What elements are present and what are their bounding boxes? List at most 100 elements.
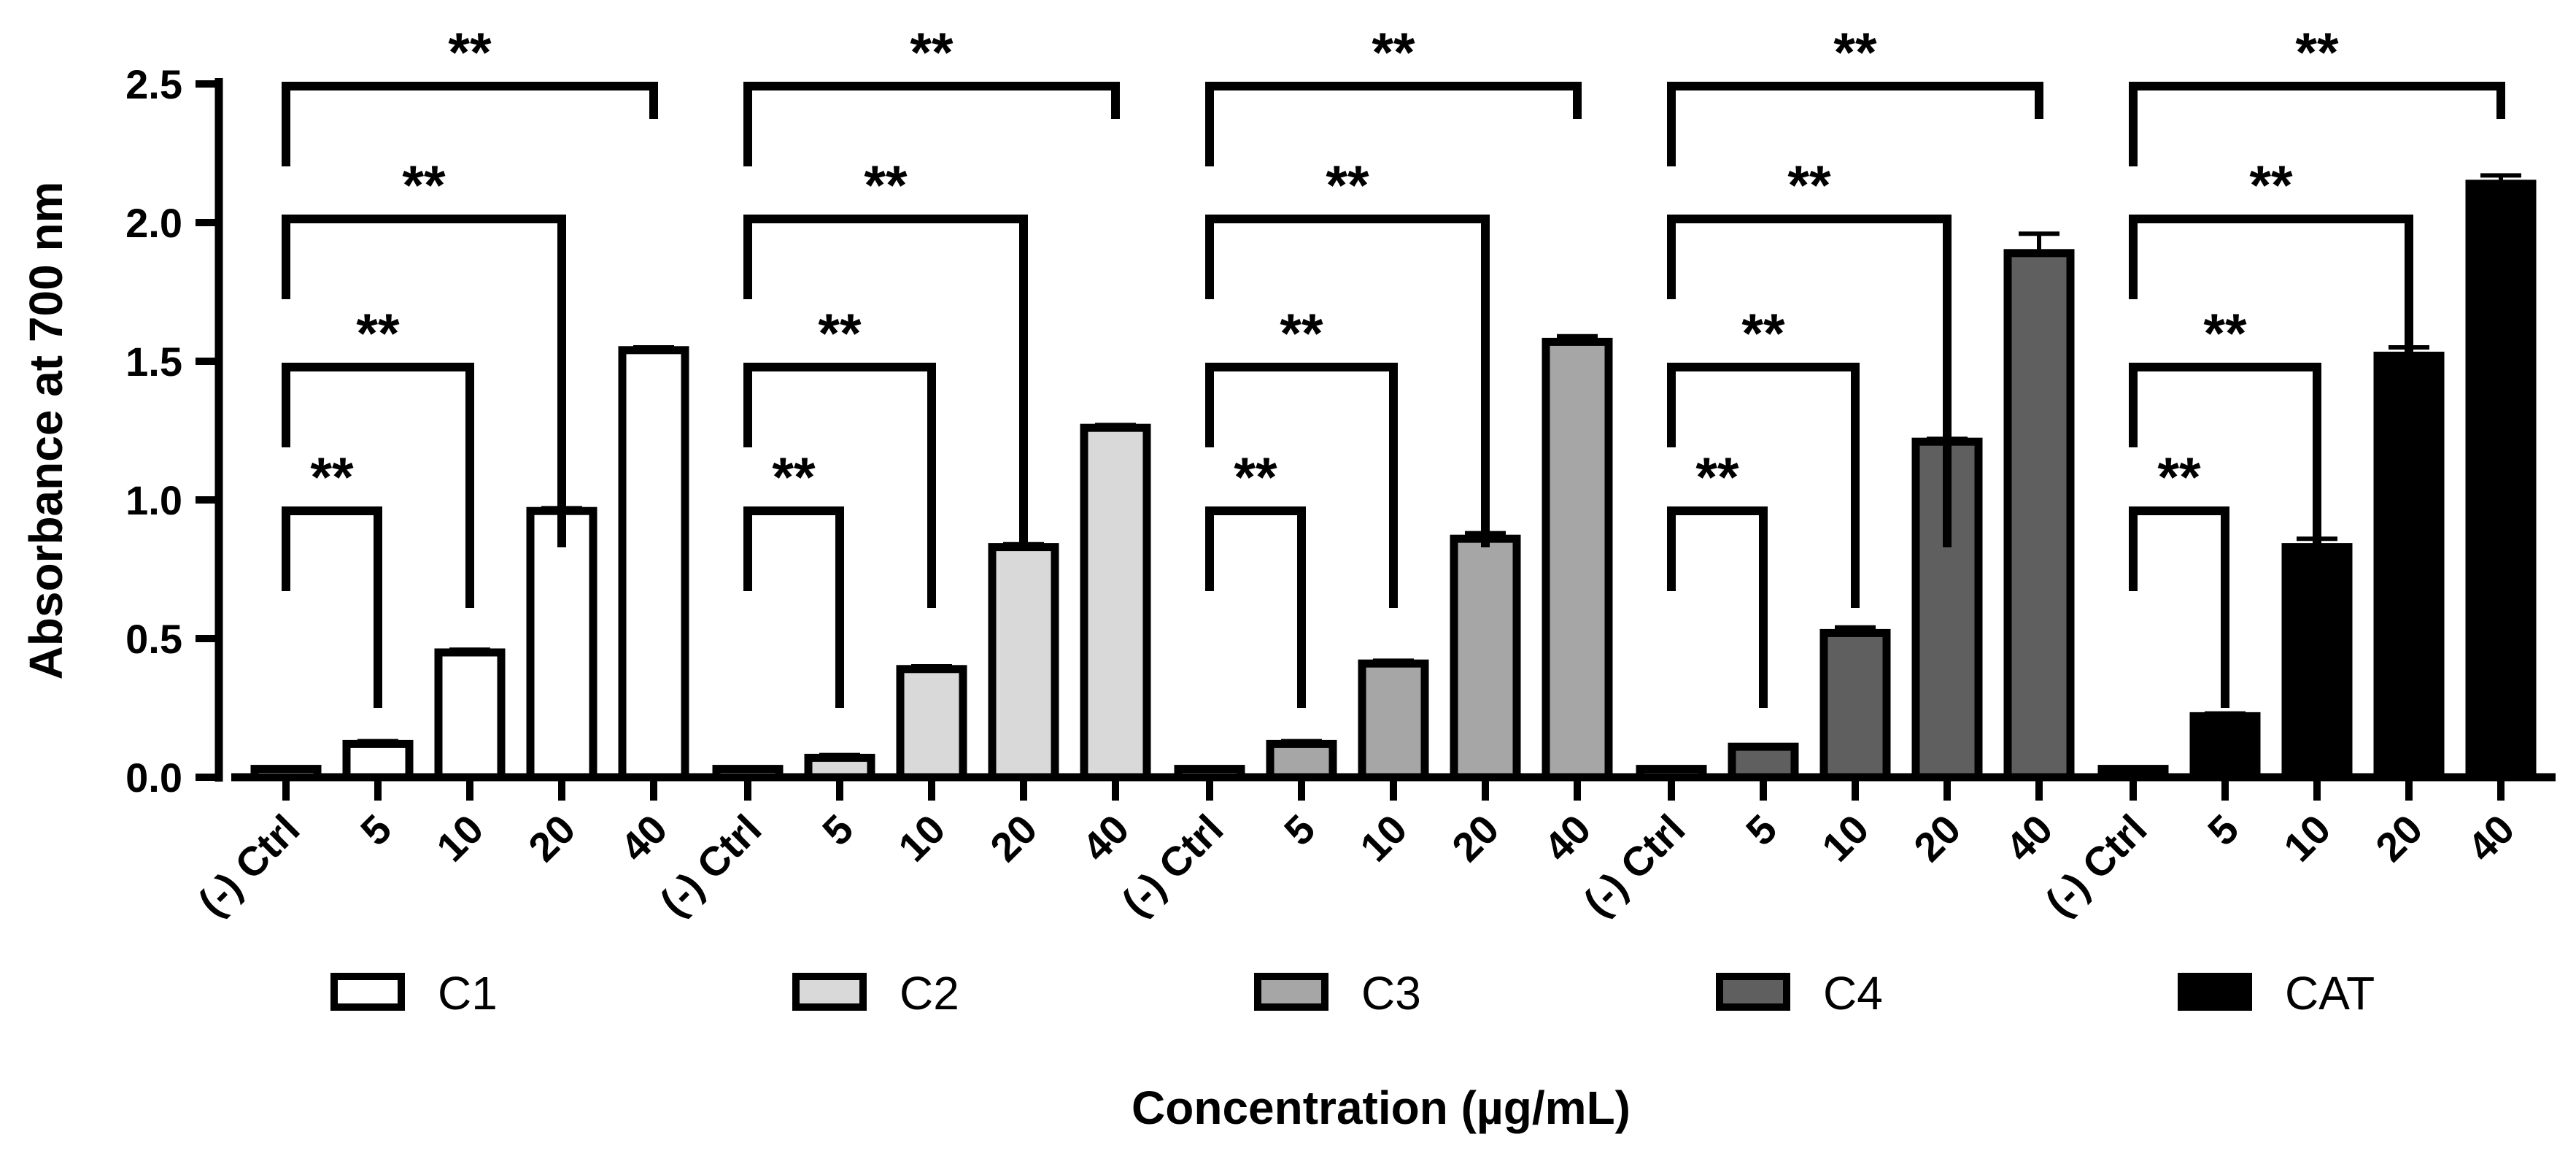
significance-label: ** <box>1741 303 1785 365</box>
bar-c1-4 <box>618 346 689 782</box>
category-label: 5 <box>2199 806 2248 855</box>
significance-label: ** <box>2157 447 2201 509</box>
category-label: 5 <box>352 806 401 855</box>
category-label: 20 <box>1443 806 1508 871</box>
bar-cat-0 <box>2097 765 2169 782</box>
bar-c3-2 <box>1358 659 1429 782</box>
bar-c3-4 <box>1542 337 1613 782</box>
bar-c1-2 <box>434 648 506 782</box>
legend-label-cat: CAT <box>2285 967 2375 1020</box>
category-label: 10 <box>2275 806 2340 871</box>
significance-label: ** <box>356 303 400 365</box>
bar-c4-0 <box>1636 765 1707 782</box>
significance-bracket <box>743 363 936 608</box>
bar-c2-3 <box>988 543 1059 782</box>
bar-c1-3 <box>526 506 597 782</box>
y-tick-label: 1.0 <box>125 477 182 523</box>
significance-bracket <box>2129 506 2229 708</box>
significance-label: ** <box>1787 155 1831 217</box>
category-label: 20 <box>1905 806 1970 871</box>
legend-swatch-cat <box>2178 973 2252 1011</box>
significance-bracket <box>282 215 566 547</box>
bar-c4-2 <box>1819 628 1891 782</box>
category-label: 10 <box>1351 806 1416 871</box>
category-label: 10 <box>889 806 954 871</box>
bar-c4-4 <box>2003 249 2075 782</box>
category-label: 40 <box>1997 806 2062 871</box>
category-label: (-) Ctrl <box>1574 806 1693 925</box>
bar-c3-0 <box>1174 765 1245 782</box>
legend-swatch-c4 <box>1716 973 1790 1011</box>
significance-label: ** <box>448 22 492 84</box>
significance-bracket <box>282 363 474 608</box>
category-label: (-) Ctrl <box>189 806 308 925</box>
legend-label-c1: C1 <box>438 967 498 1020</box>
category-label: (-) Ctrl <box>2036 806 2155 925</box>
significance-bracket <box>1667 215 1952 547</box>
significance-bracket <box>1205 506 1306 708</box>
bar-c4-1 <box>1728 742 1799 782</box>
bar-c2-1 <box>804 753 875 782</box>
significance-bracket <box>1667 363 1860 608</box>
category-label: 5 <box>813 806 862 855</box>
bar-c2-2 <box>896 665 967 782</box>
category-label: 10 <box>428 806 492 871</box>
category-label: 20 <box>519 806 584 871</box>
significance-bracket <box>743 215 1028 547</box>
category-label: 40 <box>2459 806 2523 871</box>
significance-label: ** <box>910 22 954 84</box>
legend-swatch-c2 <box>792 973 867 1011</box>
significance-label: ** <box>1833 22 1877 84</box>
significance-label: ** <box>864 155 908 217</box>
significance-bracket <box>1205 363 1398 608</box>
legend-label-c2: C2 <box>900 967 959 1020</box>
y-tick-label: 0.0 <box>125 755 182 801</box>
y-axis-title: Absorbance at 700 nm <box>20 182 72 680</box>
y-tick-label: 2.5 <box>125 61 182 107</box>
category-label: (-) Ctrl <box>651 806 770 925</box>
bar-c2-4 <box>1080 423 1151 782</box>
category-label: 5 <box>1737 806 1786 855</box>
bar-c1-1 <box>342 739 414 782</box>
category-label: 20 <box>981 806 1046 871</box>
bar-cat-1 <box>2189 712 2261 782</box>
legend-swatch-c1 <box>330 973 405 1011</box>
bar-c3-1 <box>1266 739 1337 782</box>
significance-bracket <box>1205 215 1490 547</box>
significance-label: ** <box>2203 303 2247 365</box>
significance-label: ** <box>310 447 354 509</box>
significance-bracket <box>282 506 382 708</box>
x-axis-title: Concentration (µg/mL) <box>1132 1082 1631 1134</box>
significance-label: ** <box>1280 303 1323 365</box>
significance-label: ** <box>1695 447 1739 509</box>
significance-label: ** <box>2249 155 2293 217</box>
bar-cat-4 <box>2465 180 2537 782</box>
significance-label: ** <box>1326 155 1369 217</box>
category-label: 40 <box>611 806 676 871</box>
significance-bracket <box>1667 506 1768 708</box>
significance-label: ** <box>402 155 446 217</box>
y-tick-label: 2.0 <box>125 200 182 246</box>
significance-bracket <box>282 82 658 166</box>
category-label: 40 <box>1535 806 1600 871</box>
significance-bracket <box>2129 215 2413 547</box>
category-label: (-) Ctrl <box>1113 806 1231 925</box>
bar-c3-3 <box>1450 534 1521 782</box>
bar-c1-0 <box>250 765 322 782</box>
significance-label: ** <box>1234 447 1277 509</box>
legend-swatch-c3 <box>1254 973 1328 1011</box>
significance-bracket <box>2129 363 2321 608</box>
category-label: 5 <box>1275 806 1324 855</box>
significance-bracket <box>743 82 1120 166</box>
legend-label-c3: C3 <box>1361 967 1421 1020</box>
category-label: 40 <box>1073 806 1138 871</box>
bar-c2-0 <box>712 765 784 782</box>
significance-label: ** <box>2295 22 2339 84</box>
significance-label: ** <box>1372 22 1415 84</box>
significance-bracket <box>743 506 844 708</box>
y-tick-label: 1.5 <box>125 339 182 385</box>
legend-label-c4: C4 <box>1823 967 1883 1020</box>
significance-bracket <box>2129 82 2505 166</box>
